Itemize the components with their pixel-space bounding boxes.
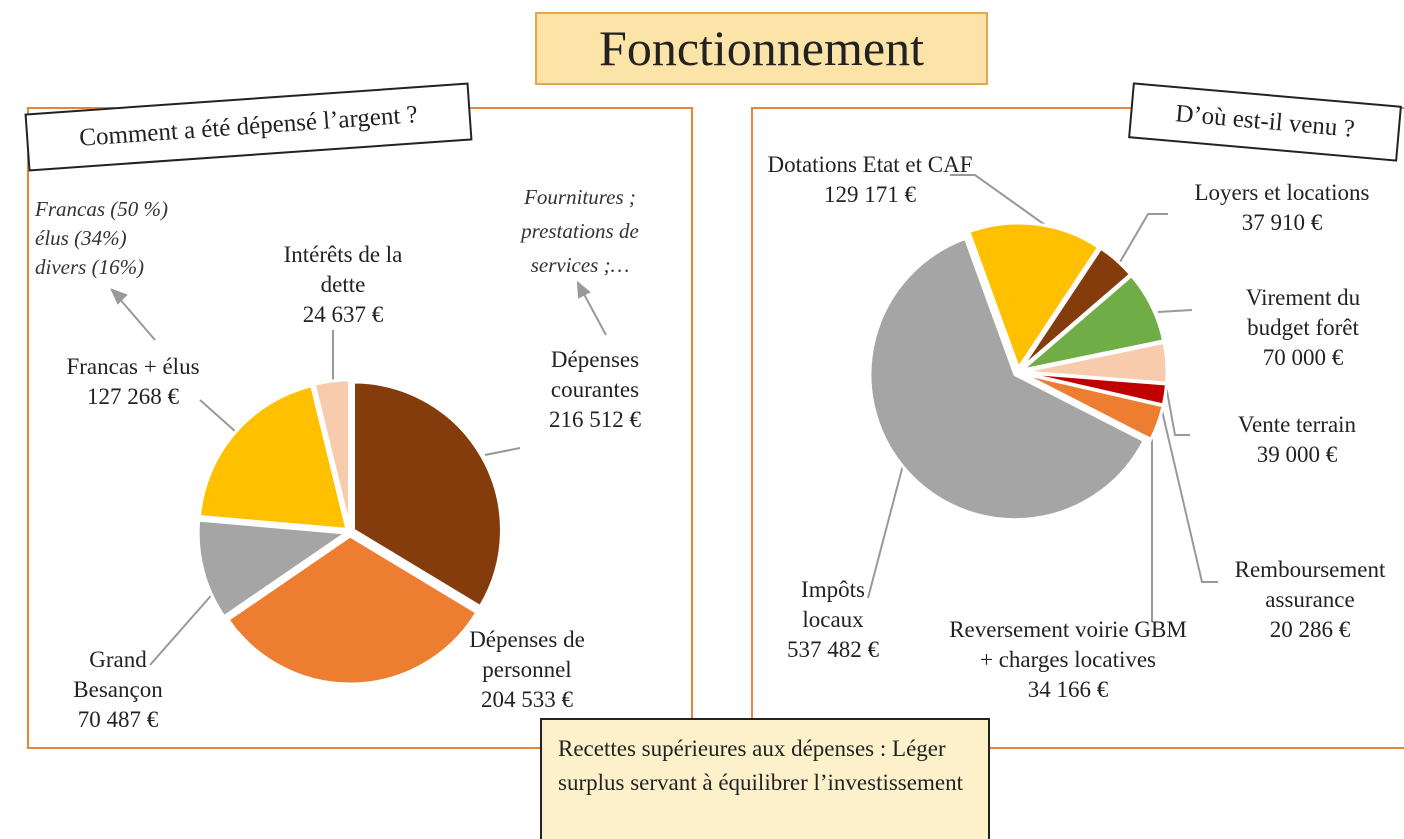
pie-slice xyxy=(225,534,479,686)
leader-line xyxy=(867,464,904,599)
category-label: Grand Besançon xyxy=(73,647,163,702)
slice-label: Loyers et locations 37 910 € xyxy=(1162,178,1402,238)
value-label: 70 487 € xyxy=(77,707,159,732)
leader-line xyxy=(199,399,237,433)
category-label: Remboursement assurance xyxy=(1234,557,1386,612)
value-label: 127 268 € xyxy=(87,384,179,409)
category-label: Virement du budget forêt xyxy=(1245,285,1361,340)
value-label: 70 000 € xyxy=(1262,345,1344,370)
arrowhead xyxy=(110,288,128,305)
pie-slice xyxy=(1021,371,1165,442)
slice-label: Dotations Etat et CAF 129 171 € xyxy=(765,150,975,210)
category-label: Vente terrain xyxy=(1237,412,1357,437)
value-label: 20 286 € xyxy=(1269,617,1351,642)
slice-label: Dépenses courantes 216 512 € xyxy=(525,345,665,435)
chart-title: Comment a été dépensé l’argent ? xyxy=(78,101,419,152)
pie-slice xyxy=(351,380,503,609)
arrowheads xyxy=(110,280,591,305)
leader-line xyxy=(1157,309,1193,313)
leader-line xyxy=(1164,379,1190,436)
slice-label: Virement du budget forêt 70 000 € xyxy=(1223,283,1383,373)
note-box: Recettes supérieures aux dépenses : Lége… xyxy=(540,718,990,839)
category-label: Dépenses de personnel xyxy=(469,627,585,682)
category-label: Reversement voirie GBM + charges locativ… xyxy=(949,617,1187,672)
leader-line xyxy=(950,174,1046,226)
arrowhead xyxy=(576,280,591,299)
value-label: 39 000 € xyxy=(1256,442,1338,467)
slice-label: Vente terrain 39 000 € xyxy=(1212,410,1382,470)
category-label: Intérêts de la dette xyxy=(283,242,403,297)
pie-slice xyxy=(196,518,351,619)
pie-slice xyxy=(1019,246,1133,371)
annotation: Francas (50 %) élus (34%) divers (16%) xyxy=(35,195,168,282)
slice-label: Remboursement assurance 20 286 € xyxy=(1215,555,1404,645)
category-label: Francas + élus xyxy=(66,354,200,379)
pie-slice xyxy=(197,383,349,532)
leader-line xyxy=(484,447,521,456)
leader-line xyxy=(1159,401,1218,583)
note: Recettes supérieures aux dépenses : Lége… xyxy=(558,736,963,795)
annotation-line: divers (16%) xyxy=(35,255,145,279)
value-label: 34 166 € xyxy=(1027,677,1109,702)
title: Fonctionnement xyxy=(599,20,924,76)
annotation-line: Francas (50 %) xyxy=(35,197,168,221)
slice-label: Intérêts de la dette 24 637 € xyxy=(263,240,423,330)
value-label: 537 482 € xyxy=(787,637,879,662)
chart-title: D’où est-il venu ? xyxy=(1174,100,1356,143)
slice-label: Reversement voirie GBM + charges locativ… xyxy=(948,615,1188,705)
slice-label: Grand Besançon 70 487 € xyxy=(53,645,183,735)
annotation-line: élus (34%) xyxy=(35,226,127,250)
pie-slice xyxy=(312,378,352,529)
pie-slice xyxy=(1016,273,1166,373)
pie-slice xyxy=(868,236,1147,522)
category-label: Loyers et locations xyxy=(1194,180,1370,205)
annotation-line: Fournitures ; prestations de services ;… xyxy=(521,185,639,277)
value-label: 37 910 € xyxy=(1241,210,1323,235)
value-label: 216 512 € xyxy=(549,407,641,432)
category-label: Impôts locaux xyxy=(801,577,865,632)
right-panel xyxy=(751,107,1404,749)
value-label: 24 637 € xyxy=(302,302,384,327)
category-label: Dépenses courantes xyxy=(550,347,640,402)
pies xyxy=(196,221,1169,686)
value-label: 129 171 € xyxy=(824,182,916,207)
slice-label: Dépenses de personnel 204 533 € xyxy=(447,625,607,715)
slice-label: Francas + élus 127 268 € xyxy=(33,352,233,412)
title-box: Fonctionnement xyxy=(535,12,988,85)
category-label: Dotations Etat et CAF xyxy=(767,152,973,177)
leader-line xyxy=(1119,213,1168,263)
leader-lines xyxy=(111,174,1218,666)
annotation: Fournitures ; prestations de services ;… xyxy=(495,180,665,282)
pie-slice xyxy=(966,221,1101,372)
slice-label: Impôts locaux 537 482 € xyxy=(778,575,888,665)
value-label: 204 533 € xyxy=(481,687,573,712)
